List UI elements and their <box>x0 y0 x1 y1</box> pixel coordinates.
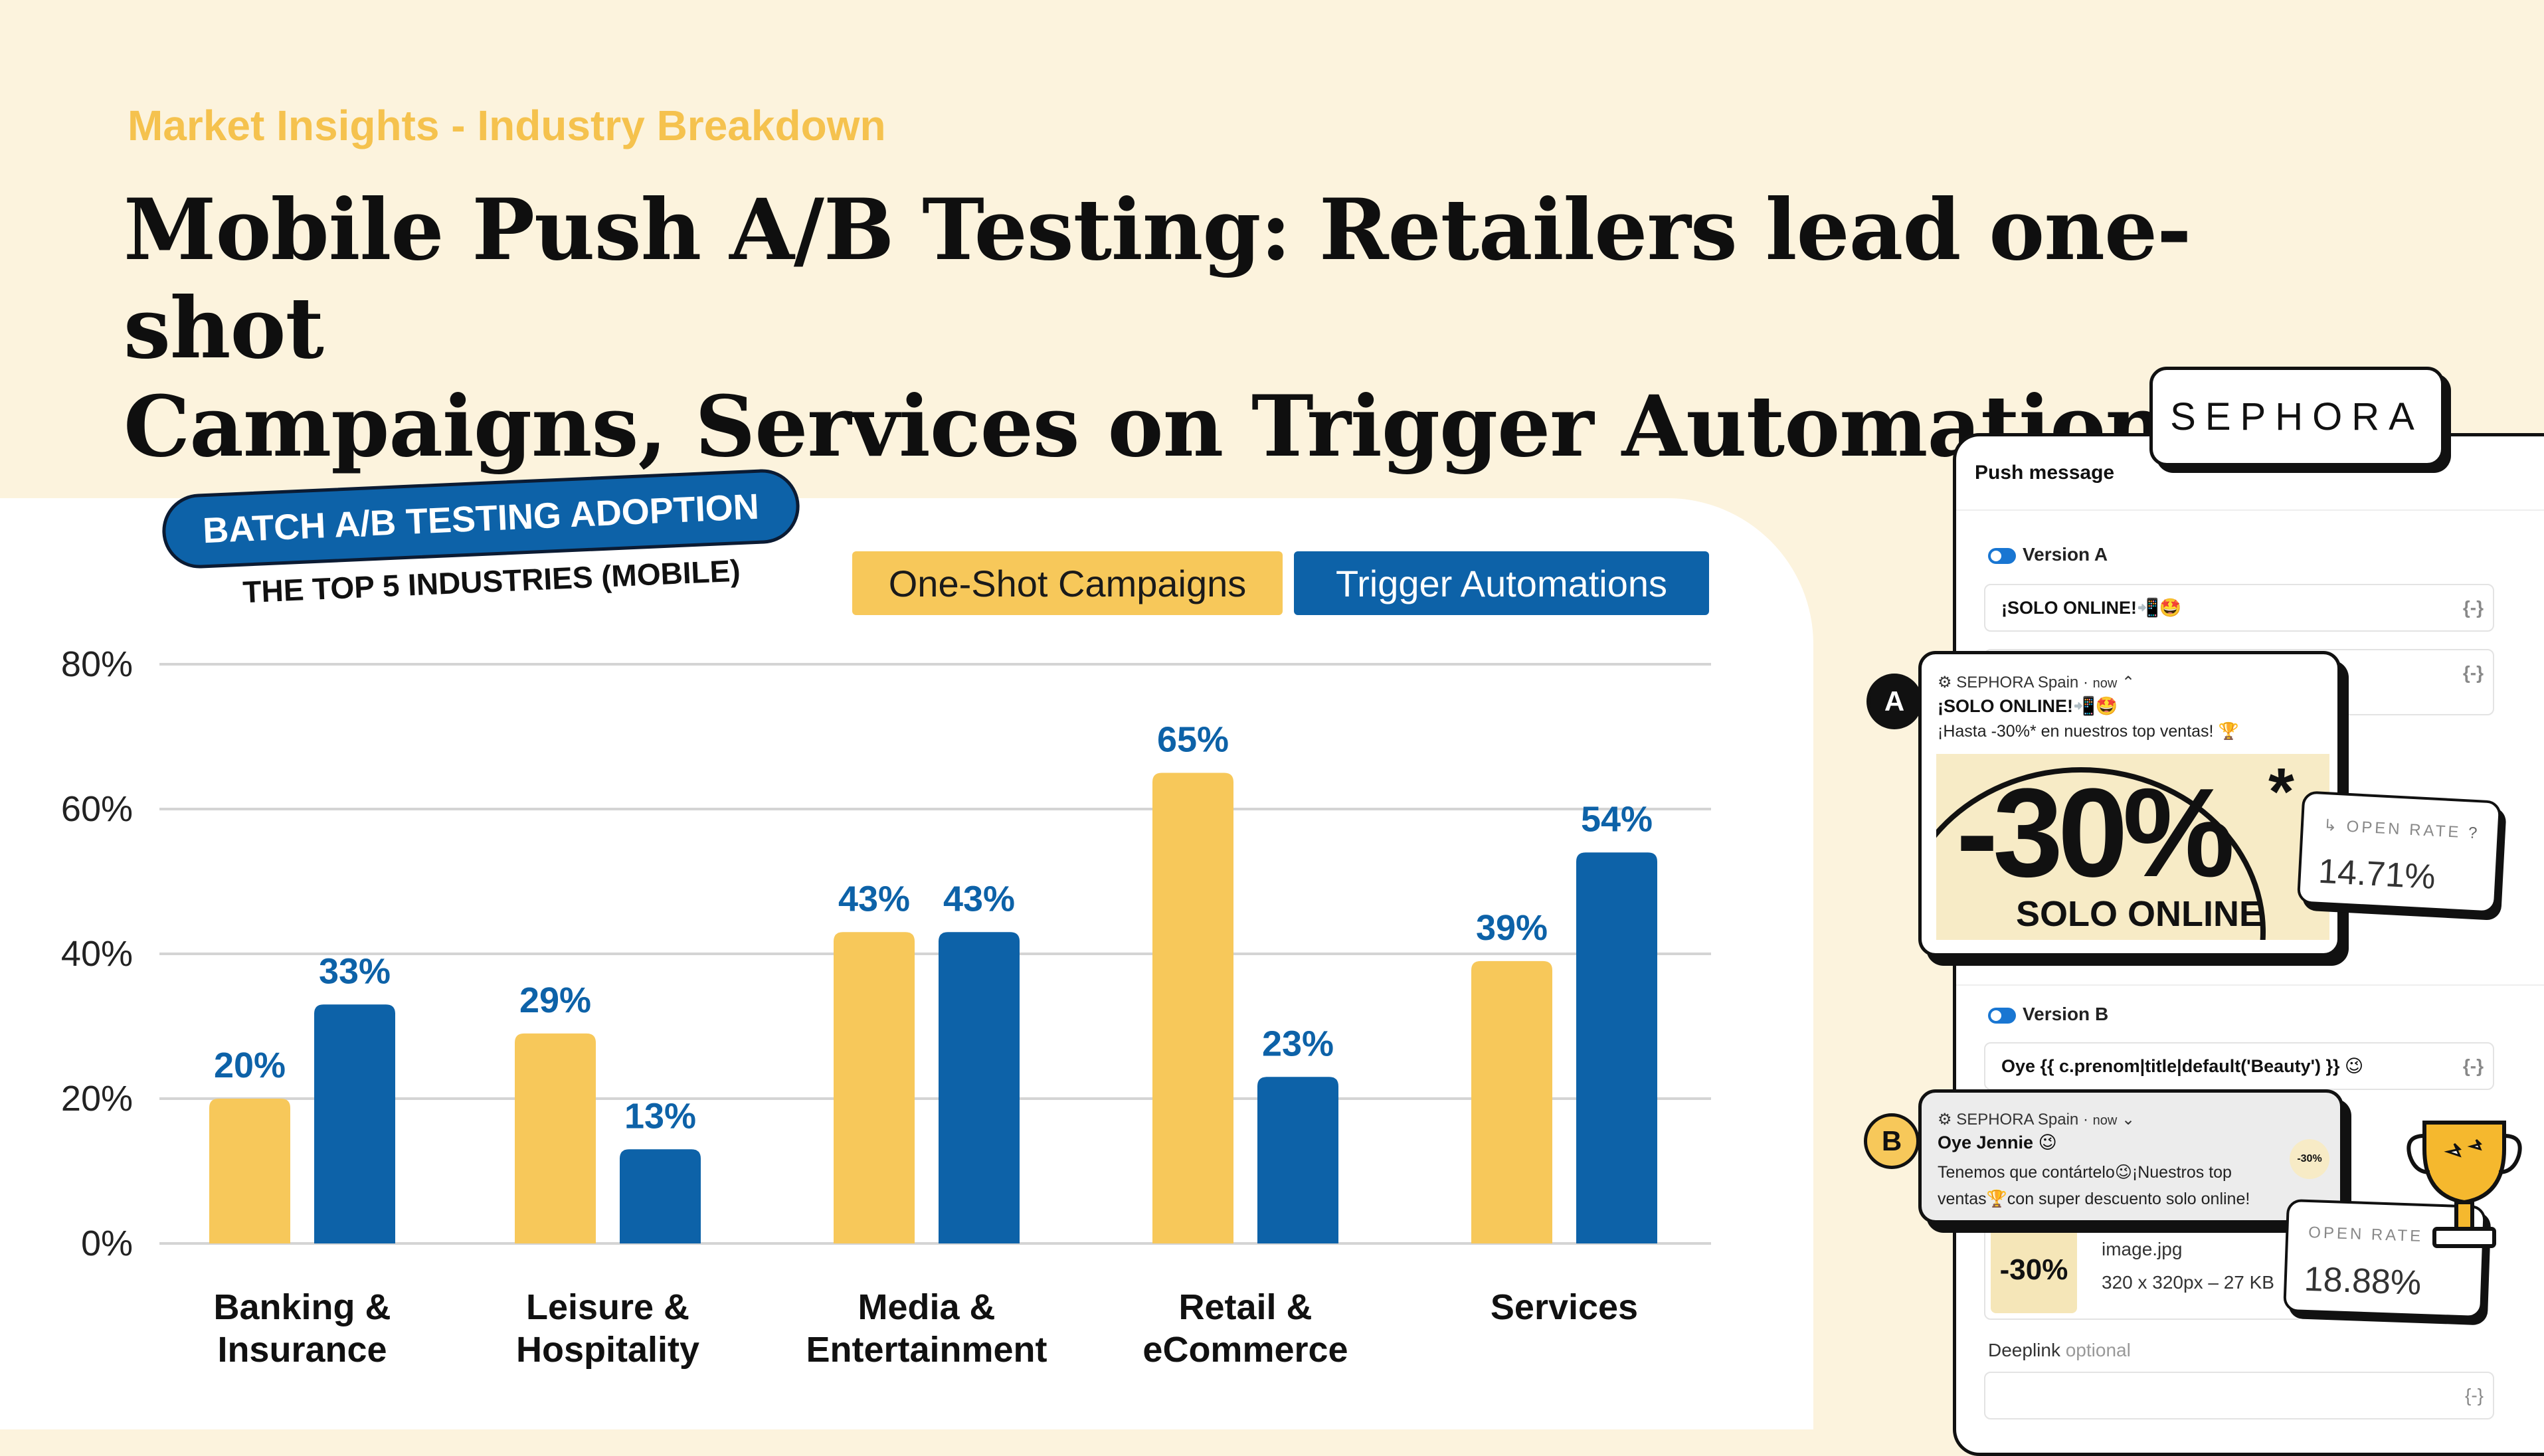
variant-b-badge: B <box>1864 1113 1920 1169</box>
data-label: 20% <box>214 1046 286 1085</box>
y-tick-label: 60% <box>61 789 133 829</box>
legend-one-shot: One-Shot Campaigns <box>852 551 1283 615</box>
version-a-title-field[interactable]: ¡SOLO ONLINE!📲🤩 {-} <box>1984 584 2494 632</box>
bar-one-shot <box>515 1033 596 1243</box>
deeplink-label: Deeplink optional <box>1988 1340 2131 1360</box>
x-tick-label: Services <box>1491 1287 1638 1327</box>
data-label: 29% <box>519 980 591 1020</box>
data-label: 65% <box>1157 720 1229 760</box>
notif-b-title: Oye Jennie 😉 <box>1938 1133 2057 1152</box>
variant-a-badge: A <box>1866 674 1922 729</box>
title-line-1: Mobile Push A/B Testing: Retailers lead … <box>124 181 2191 377</box>
y-tick-label: 20% <box>61 1079 133 1119</box>
bar-trigger <box>1257 1077 1338 1243</box>
y-tick-label: 80% <box>61 644 133 684</box>
image-meta: 320 x 320px – 27 KB <box>2102 1272 2274 1293</box>
y-tick-label: 0% <box>81 1224 133 1263</box>
x-tick-label: Retail & <box>1178 1287 1312 1327</box>
notif-b-app: ⚙ SEPHORA Spain · now ⌄ <box>1938 1111 2135 1129</box>
kicker-subtitle: Market Insights - Industry Breakdown <box>128 102 886 149</box>
bar-one-shot <box>834 932 915 1243</box>
divider <box>1956 984 2544 986</box>
version-a-label: Version A <box>2023 544 2108 565</box>
android-icon: ⚙ <box>1938 674 1952 691</box>
legend-trigger: Trigger Automations <box>1294 551 1709 615</box>
version-b-title-value: Oye {{ c.prenom|title|default('Beauty') … <box>2001 1055 2364 1076</box>
x-tick-label: Media & <box>858 1287 995 1327</box>
image-attachment[interactable]: -30% image.jpg 320 x 320px – 27 KB <box>1984 1220 2303 1320</box>
page-title: Mobile Push A/B Testing: Retailers lead … <box>124 181 2316 476</box>
bar-one-shot <box>209 1099 290 1243</box>
bar-trigger <box>314 1004 395 1243</box>
notification-b: ⚙ SEPHORA Spain · now ⌄ Oye Jennie 😉 Ten… <box>1918 1089 2343 1224</box>
bar-one-shot <box>1471 960 1552 1243</box>
open-rate-value-b: 18.88% <box>2303 1259 2422 1303</box>
x-tick-label: Hospitality <box>516 1330 699 1370</box>
panel-title: Push message <box>1975 462 2115 484</box>
open-rate-label: ↳ OPEN RATE ? <box>2323 816 2481 843</box>
personalize-icon[interactable]: {-} <box>2462 662 2484 683</box>
data-label: 13% <box>624 1096 696 1136</box>
promo-percent: -30% <box>1956 763 2235 903</box>
promo-image: -30% * SOLO ONLINE <box>1936 754 2329 940</box>
bar-trigger <box>1576 852 1657 1243</box>
x-tick-label: Insurance <box>217 1330 387 1370</box>
open-rate-value-a: 14.71% <box>2317 852 2436 897</box>
x-tick-label: eCommerce <box>1142 1330 1348 1370</box>
data-label: 39% <box>1476 908 1548 948</box>
notif-a-title: ¡SOLO ONLINE!📲🤩 <box>1938 696 2118 716</box>
bar-one-shot <box>1152 773 1233 1243</box>
notif-b-body: Tenemos que contártelo😉¡Nuestros top ven… <box>1938 1163 2250 1208</box>
image-filename: image.jpg <box>2102 1239 2183 1259</box>
data-label: 43% <box>838 879 910 919</box>
data-label: 43% <box>943 879 1015 919</box>
title-line-2: Campaigns, Services on Trigger Automatio… <box>124 377 2213 476</box>
divider <box>1956 509 2544 511</box>
version-b-title-field[interactable]: Oye {{ c.prenom|title|default('Beauty') … <box>1984 1042 2494 1090</box>
open-rate-card-a: ↳ OPEN RATE ? 14.71% <box>2296 790 2502 914</box>
version-a-title-value: ¡SOLO ONLINE!📲🤩 <box>2001 598 2182 618</box>
bar-trigger <box>939 932 1020 1243</box>
promo-star: * <box>2268 755 2294 829</box>
personalize-icon[interactable]: {-} <box>2464 1385 2484 1406</box>
android-icon: ⚙ <box>1938 1111 1952 1129</box>
x-tick-label: Leisure & <box>526 1287 689 1327</box>
version-b-toggle[interactable] <box>1988 1008 2016 1024</box>
bar-chart: 0% 20% 40% 60% 80% 20% 33% Banking &Insurance 29… <box>61 644 1711 1370</box>
x-tick-label: Banking & <box>213 1287 391 1327</box>
data-label: 23% <box>1262 1024 1334 1063</box>
help-icon: ? <box>2468 824 2481 843</box>
personalize-icon[interactable]: {-} <box>2462 597 2484 618</box>
x-tick-label: Entertainment <box>806 1330 1047 1370</box>
bar-trigger <box>620 1149 701 1243</box>
notif-b-thumbnail: -30% <box>2290 1139 2329 1179</box>
brand-logo: SEPHORA <box>2149 367 2444 466</box>
y-tick-label: 40% <box>61 934 133 974</box>
trophy-icon <box>2407 1121 2522 1248</box>
data-label: 33% <box>319 951 391 991</box>
deeplink-field[interactable]: {-} <box>1984 1372 2494 1419</box>
personalize-icon[interactable]: {-} <box>2462 1055 2484 1076</box>
version-a-toggle[interactable] <box>1988 548 2016 564</box>
version-b-label: Version B <box>2023 1004 2109 1024</box>
data-label: 54% <box>1581 799 1653 839</box>
promo-solo-online: SOLO ONLINE <box>2016 894 2264 934</box>
notification-a: ⚙ SEPHORA Spain · now ⌃ ¡SOLO ONLINE!📲🤩 … <box>1918 651 2341 956</box>
notif-a-app: ⚙ SEPHORA Spain · now ⌃ <box>1938 674 2135 691</box>
image-thumbnail: -30% <box>1991 1227 2077 1313</box>
notif-a-body: ¡Hasta -30%* en nuestros top ventas! 🏆 <box>1938 722 2239 741</box>
